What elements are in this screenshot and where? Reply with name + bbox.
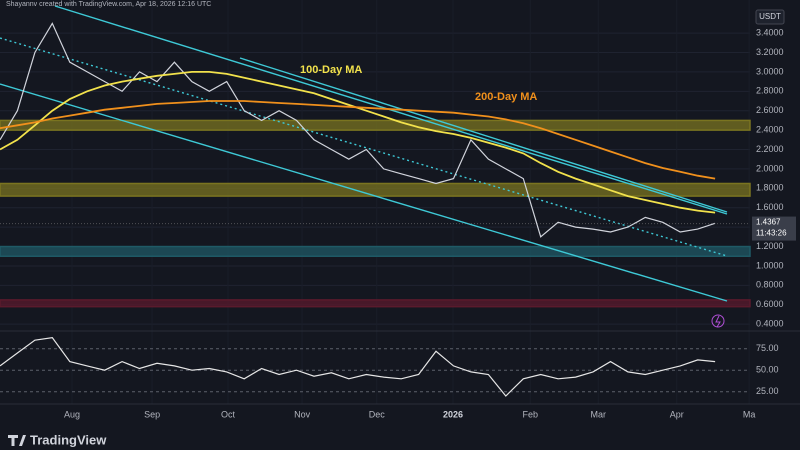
zone (0, 245, 751, 257)
credit: Shayannv created with TradingView.com, A… (6, 1, 211, 8)
zone (0, 182, 751, 197)
logo-text: TradingView (30, 432, 107, 447)
zone (0, 119, 751, 131)
channel-mid (0, 37, 728, 257)
y-tick-label: 1.6000 (756, 202, 784, 212)
x-tick-label: Oct (221, 409, 236, 419)
y-tick-label: 3.0000 (756, 66, 784, 76)
channel-lower (0, 83, 728, 302)
y-tick-label: 1.0000 (756, 260, 784, 270)
y-tick-label: 2.0000 (756, 163, 784, 173)
x-tick-label: Aug (64, 409, 80, 419)
logo: TradingView (8, 432, 107, 447)
y-tick-label: 2.8000 (756, 86, 784, 96)
currency-badge (755, 9, 785, 25)
channel-upper-2 (239, 57, 728, 213)
zone (0, 299, 751, 308)
x-tick-label: Ma (743, 409, 756, 419)
ma-label: 200-Day MA (475, 91, 537, 103)
ma-label: 100-Day MA (300, 64, 362, 76)
y-tick-label: 0.8000 (756, 280, 784, 290)
logo-mark (8, 435, 26, 446)
rsi-line (0, 336, 716, 397)
y-tick-label: 25.00 (756, 386, 779, 396)
plot (0, 22, 750, 397)
alert-icon-bolt (715, 315, 721, 328)
y-tick-label: 3.2000 (756, 47, 784, 57)
alert-icon (711, 314, 725, 328)
x-tick-label: Dec (369, 409, 386, 419)
zones (0, 119, 751, 308)
last-price: 1.4367 (756, 218, 781, 227)
x-tick-label: Nov (294, 409, 311, 419)
y-tick-label: 50.00 (756, 365, 779, 375)
ma-line (0, 100, 716, 180)
x-tick-label: Apr (670, 409, 684, 419)
x-tick-label: Sep (144, 409, 160, 419)
y-tick-label: 3.4000 (756, 27, 784, 37)
y-tick-label: 2.4000 (756, 124, 784, 134)
currency: USDT (759, 12, 781, 21)
x-tick-label: 2026 (443, 409, 463, 419)
y-tick-label: 1.2000 (756, 241, 784, 251)
countdown: 11:43:26 (756, 229, 787, 238)
x-tick-label: Feb (522, 409, 538, 419)
y-tick-label: 2.6000 (756, 105, 784, 115)
y-tick-label: 2.2000 (756, 144, 784, 154)
channel (0, 5, 728, 302)
y-tick-label: 1.8000 (756, 183, 784, 193)
last-price-badge (752, 216, 796, 241)
y-tick-label: 0.6000 (756, 299, 784, 309)
y-tick-label: 75.00 (756, 343, 779, 353)
x-tick-label: Mar (591, 409, 607, 419)
y-tick-label: 0.4000 (756, 319, 784, 329)
price-line (0, 22, 716, 238)
